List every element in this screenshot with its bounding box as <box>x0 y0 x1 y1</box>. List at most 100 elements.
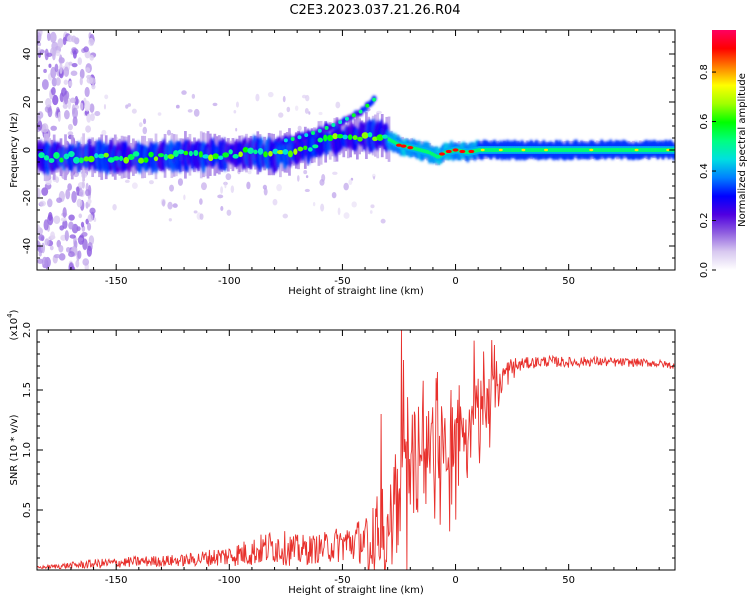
spectrogram-noise-blob <box>217 194 224 199</box>
spectrogram-noise-blob <box>85 218 89 225</box>
spectrogram-noise-blob <box>167 201 173 210</box>
spectrogram-stripe-core <box>615 148 618 152</box>
spectrogram-stripe-core <box>646 148 649 152</box>
spectrogram-stripe-core <box>639 148 642 152</box>
spectrogram-noise-blob <box>49 31 57 43</box>
spectrogram-noise-blob <box>177 178 184 186</box>
spectrogram-stripe-core <box>644 148 647 152</box>
spectrogram-speckle <box>132 151 140 157</box>
spectrogram-noise-blob <box>343 212 350 219</box>
spectrogram-stripe-core <box>565 148 568 152</box>
spectrogram-noise-blob <box>57 38 64 49</box>
spectrogram-speckle <box>222 152 230 158</box>
spectrogram-hotspot <box>452 148 459 152</box>
spectrogram-noise-blob <box>226 209 232 216</box>
spectrogram-noise-blob <box>304 188 310 193</box>
spectrogram-speckle <box>177 149 185 155</box>
spectrogram-noise-blob <box>81 180 85 189</box>
spectrogram-noise-blob <box>85 67 91 73</box>
spectrogram-stripe-core <box>474 148 477 153</box>
snr-ytick-label: 0.5 <box>22 502 33 518</box>
spectrogram-noise-blob <box>181 90 187 95</box>
spectrogram-speckle <box>297 146 304 152</box>
spectrogram-xtick-label: -100 <box>218 276 241 287</box>
spectrogram-noise-blob <box>59 62 63 75</box>
spectrogram-noise-blob <box>348 179 353 186</box>
snr-xtick-label: -100 <box>218 575 241 586</box>
spectrogram-speckle <box>138 157 145 164</box>
spectrogram-ytick-label: 20 <box>22 96 33 109</box>
snr-xtick-label: -50 <box>334 575 350 586</box>
colorbar-tick-label: 0.8 <box>699 64 710 80</box>
spectrogram-noise-blob <box>83 46 89 53</box>
spectrogram-speckle <box>78 157 84 164</box>
snr-ticks: -150 -100 -50 0 50 0.5 1.0 1.5 2.0 <box>22 322 675 586</box>
spectrogram-speckle <box>311 130 316 135</box>
spectrogram-stripe-core <box>505 148 508 152</box>
spectrogram-speckle <box>157 153 164 158</box>
spectrogram-noise-blob <box>157 112 162 116</box>
spectrogram-stripe-core <box>613 148 617 152</box>
spectrogram-speckle <box>297 135 302 140</box>
spectrogram-noise-blob <box>53 215 61 225</box>
spectrogram-noise-blob <box>303 170 308 175</box>
spectrogram-noise-blob <box>71 190 77 203</box>
spectrogram-noise-blob <box>58 253 66 261</box>
spectrogram-noise-blob <box>297 125 302 131</box>
spectrogram-stripe-core <box>583 148 586 152</box>
spectrogram-noise-blob <box>37 224 41 232</box>
spectrogram-noise-blob <box>278 112 284 118</box>
spectrogram-stripe-core <box>436 154 439 159</box>
spectrogram-noise-blob <box>44 238 50 246</box>
spectrogram-stripe-core <box>610 148 613 152</box>
spectrogram-speckle <box>307 147 313 152</box>
spectrogram-noise-blob <box>142 118 147 125</box>
spectrogram-noise-blob <box>43 68 47 73</box>
spectrogram-stripe-core <box>574 148 577 152</box>
spectrogram-stripe-core <box>581 148 584 152</box>
spectrogram-noise-blob <box>127 103 132 107</box>
spectrogram-stripe-core <box>532 148 535 152</box>
spectrogram-noise-blob <box>235 101 239 108</box>
spectrogram-noise-blob <box>272 198 278 206</box>
spectrogram-noise-blob <box>148 180 154 185</box>
snr-xtick-label: 50 <box>562 575 575 586</box>
spectrogram-stripe-core <box>405 144 408 149</box>
spectrogram-stripe-core <box>394 141 398 145</box>
spectrogram-stripe-core <box>514 148 517 152</box>
spectrogram-speckle <box>351 113 356 118</box>
spectrogram-noise-blob <box>41 242 46 254</box>
spectrogram-noise-blob <box>282 213 289 219</box>
spectrogram-stripe-core <box>451 149 454 153</box>
spectrogram-noise-blob <box>76 226 81 232</box>
colorbar: 0.0 0.2 0.4 0.6 0.8 Normalized spectral ampl… <box>699 30 748 278</box>
spectrogram-speckle <box>336 133 344 139</box>
spectrogram-noise-blob <box>294 105 299 111</box>
spectrogram-speckle <box>338 120 343 125</box>
spectrogram-stripe-core <box>541 148 544 152</box>
spectrogram-noise-blob <box>104 94 109 100</box>
spectrogram-stripe-core <box>628 148 631 152</box>
spectrogram-noise-blob <box>57 111 61 122</box>
spectrogram-stripe-core <box>389 138 392 143</box>
spectrogram-speckle <box>208 154 214 162</box>
spectrogram-noise-blob <box>282 95 286 103</box>
spectrogram-noise-blob <box>267 91 274 98</box>
spectrogram-speckle <box>212 153 219 160</box>
spectrogram-hotspot <box>480 148 485 152</box>
spectrogram-noise-blob <box>90 113 95 122</box>
spectrogram-noise-blob <box>321 173 326 182</box>
snr-xtick-label: -150 <box>105 575 128 586</box>
spectrogram-noise-blob <box>263 187 268 196</box>
spectrogram-noise-blob <box>68 251 75 258</box>
spectrogram-speckle <box>253 149 258 155</box>
spectrogram-noise-blob <box>84 86 90 98</box>
spectrogram-stripe-core <box>429 150 432 155</box>
spectrogram-stripe-core <box>603 148 606 152</box>
spectrogram-speckle <box>218 155 224 160</box>
spectrogram-speckle <box>317 137 324 143</box>
spectrogram-noise-blob <box>53 254 61 259</box>
spectrogram-noise-blob <box>41 187 49 196</box>
spectrogram-stripe-core <box>534 148 537 152</box>
